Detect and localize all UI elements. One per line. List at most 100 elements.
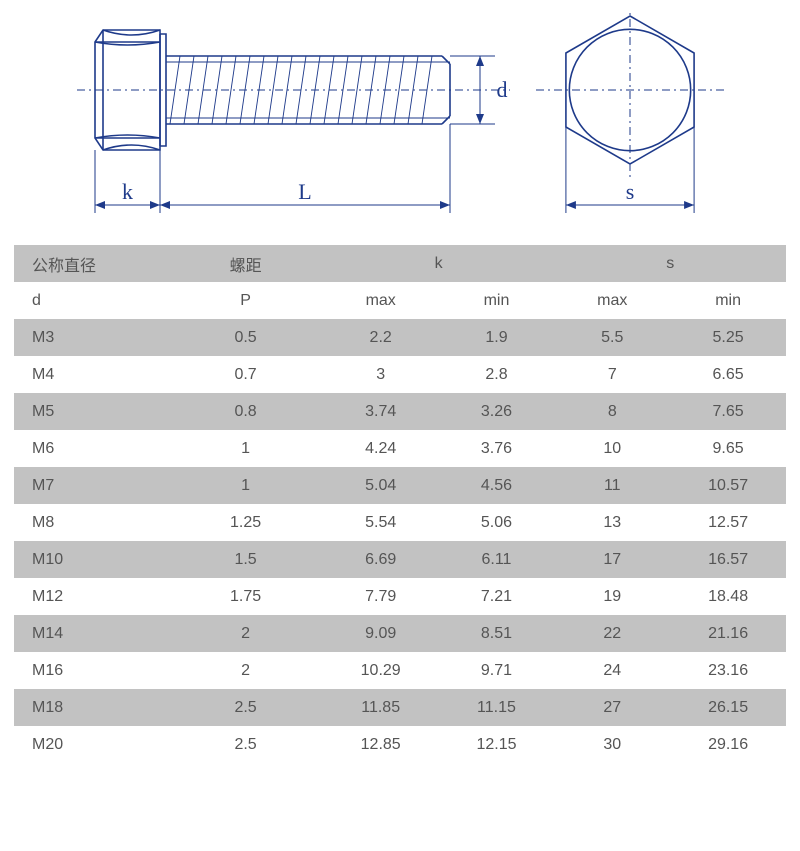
table-cell: M14: [14, 615, 168, 652]
table-row: M614.243.76109.65: [14, 430, 786, 467]
table-cell: 10.29: [323, 652, 439, 689]
diagram-area: d k Ls: [0, 0, 800, 245]
table-cell: 7.21: [439, 578, 555, 615]
table-cell: 0.5: [168, 319, 322, 356]
table-row: M715.044.561110.57: [14, 467, 786, 504]
svg-text:L: L: [298, 179, 311, 204]
table-cell: M10: [14, 541, 168, 578]
th-s-min: min: [670, 282, 786, 319]
table-cell: 13: [554, 504, 670, 541]
table-cell: 9.71: [439, 652, 555, 689]
table-cell: 29.16: [670, 726, 786, 763]
th-s-max: max: [554, 282, 670, 319]
table-cell: 26.15: [670, 689, 786, 726]
table-cell: M7: [14, 467, 168, 504]
table-cell: 2: [168, 652, 322, 689]
svg-text:k: k: [122, 179, 133, 204]
table-cell: 1: [168, 430, 322, 467]
table-cell: 27: [554, 689, 670, 726]
table-cell: 3.26: [439, 393, 555, 430]
table-cell: 7.79: [323, 578, 439, 615]
table-cell: 12.15: [439, 726, 555, 763]
table-cell: 4.24: [323, 430, 439, 467]
table-cell: 2: [168, 615, 322, 652]
table-cell: 9.09: [323, 615, 439, 652]
table-cell: 19: [554, 578, 670, 615]
table-cell: M3: [14, 319, 168, 356]
table-row: M202.512.8512.153029.16: [14, 726, 786, 763]
table-body: M30.52.21.95.55.25M40.732.876.65M50.83.7…: [14, 319, 786, 763]
svg-text:s: s: [626, 179, 635, 204]
th-pitch: 螺距: [168, 245, 322, 282]
table-cell: 7.65: [670, 393, 786, 430]
table-row: M1429.098.512221.16: [14, 615, 786, 652]
table-row: M182.511.8511.152726.15: [14, 689, 786, 726]
th-k-min: min: [439, 282, 555, 319]
table-cell: 5.06: [439, 504, 555, 541]
table-header-row-1: 公称直径 螺距 k s: [14, 245, 786, 282]
table-cell: 3.74: [323, 393, 439, 430]
table-cell: 6.69: [323, 541, 439, 578]
bolt-diagram: d k Ls: [40, 10, 760, 245]
table-row: M30.52.21.95.55.25: [14, 319, 786, 356]
table-cell: 0.7: [168, 356, 322, 393]
table-row: M16210.299.712423.16: [14, 652, 786, 689]
th-k-max: max: [323, 282, 439, 319]
table-cell: 2.2: [323, 319, 439, 356]
table-cell: M8: [14, 504, 168, 541]
table-cell: 16.57: [670, 541, 786, 578]
spec-table: 公称直径 螺距 k s d P max min max min M30.52.2…: [14, 245, 786, 763]
th-P: P: [168, 282, 322, 319]
table-cell: M5: [14, 393, 168, 430]
table-cell: 8: [554, 393, 670, 430]
table-cell: 1.9: [439, 319, 555, 356]
table-cell: 21.16: [670, 615, 786, 652]
spec-table-area: 公称直径 螺距 k s d P max min max min M30.52.2…: [0, 245, 800, 763]
table-cell: 8.51: [439, 615, 555, 652]
table-cell: 2.5: [168, 726, 322, 763]
svg-text:d: d: [497, 77, 508, 102]
table-cell: M6: [14, 430, 168, 467]
table-cell: 24: [554, 652, 670, 689]
table-cell: 12.85: [323, 726, 439, 763]
table-cell: M20: [14, 726, 168, 763]
table-cell: 1.75: [168, 578, 322, 615]
table-cell: M12: [14, 578, 168, 615]
table-cell: 11.85: [323, 689, 439, 726]
table-cell: 5.54: [323, 504, 439, 541]
table-row: M40.732.876.65: [14, 356, 786, 393]
table-cell: 17: [554, 541, 670, 578]
table-cell: 6.65: [670, 356, 786, 393]
table-row: M101.56.696.111716.57: [14, 541, 786, 578]
table-row: M81.255.545.061312.57: [14, 504, 786, 541]
table-cell: 3: [323, 356, 439, 393]
table-cell: M16: [14, 652, 168, 689]
th-k: k: [323, 245, 555, 282]
table-cell: 10: [554, 430, 670, 467]
table-cell: 2.8: [439, 356, 555, 393]
table-cell: 2.5: [168, 689, 322, 726]
table-cell: 4.56: [439, 467, 555, 504]
table-cell: 5.25: [670, 319, 786, 356]
table-cell: 30: [554, 726, 670, 763]
table-row: M121.757.797.211918.48: [14, 578, 786, 615]
table-cell: 22: [554, 615, 670, 652]
table-cell: 1.25: [168, 504, 322, 541]
table-cell: 11.15: [439, 689, 555, 726]
table-cell: 11: [554, 467, 670, 504]
table-cell: 7: [554, 356, 670, 393]
table-cell: M4: [14, 356, 168, 393]
table-cell: 6.11: [439, 541, 555, 578]
th-d: d: [14, 282, 168, 319]
table-cell: 12.57: [670, 504, 786, 541]
table-cell: 5.04: [323, 467, 439, 504]
table-cell: 3.76: [439, 430, 555, 467]
table-cell: 0.8: [168, 393, 322, 430]
table-row: M50.83.743.2687.65: [14, 393, 786, 430]
table-cell: 23.16: [670, 652, 786, 689]
th-s: s: [554, 245, 786, 282]
table-cell: M18: [14, 689, 168, 726]
table-header-row-2: d P max min max min: [14, 282, 786, 319]
table-cell: 1: [168, 467, 322, 504]
th-nominal-dia: 公称直径: [14, 245, 168, 282]
